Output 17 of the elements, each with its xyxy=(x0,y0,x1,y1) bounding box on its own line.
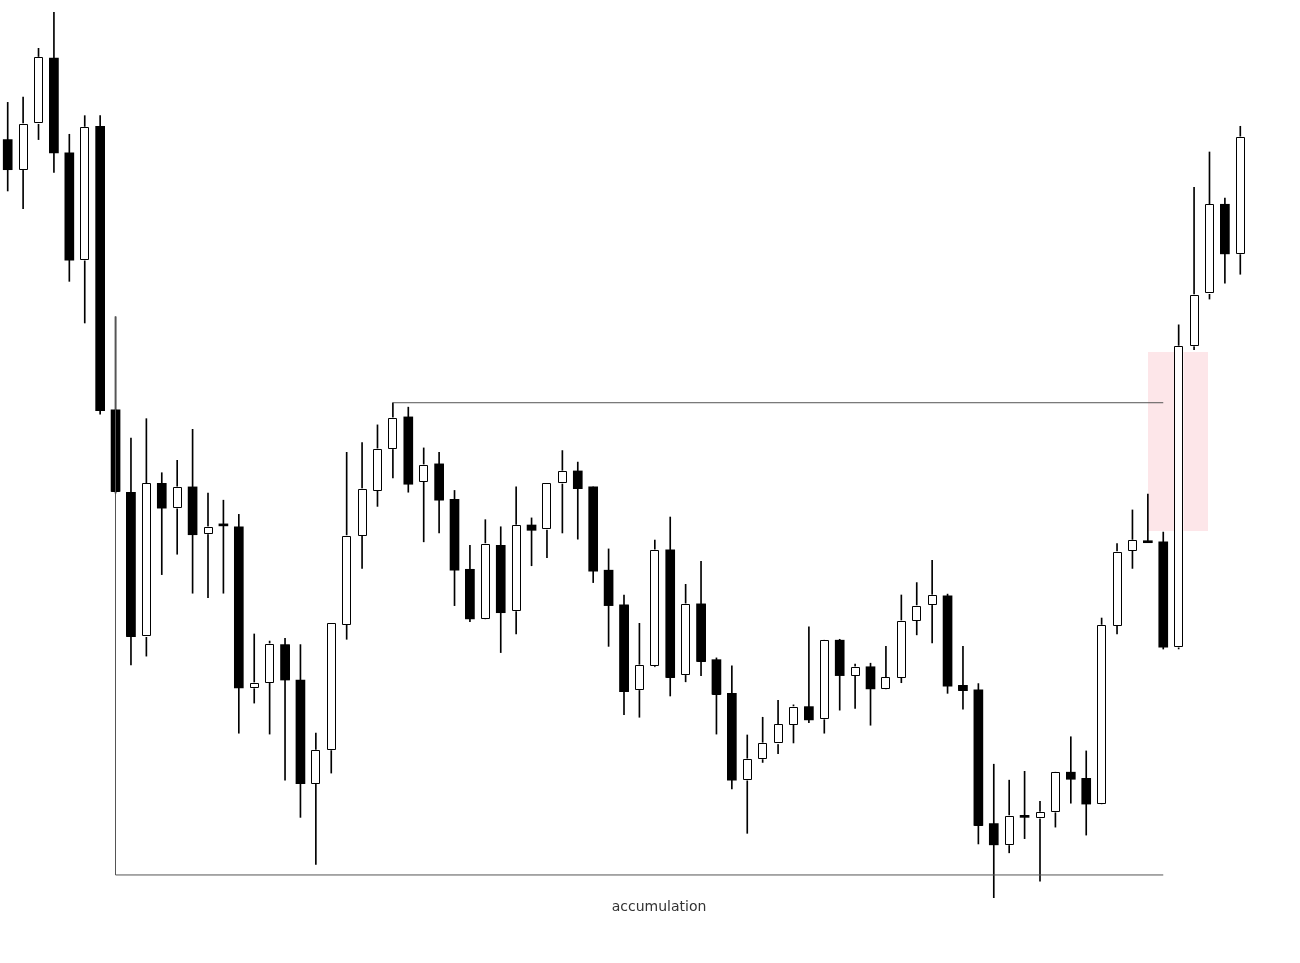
candlestick xyxy=(1143,493,1153,544)
candlestick xyxy=(249,633,260,704)
candlestick xyxy=(850,663,860,709)
candlestick xyxy=(927,560,937,644)
candlestick xyxy=(418,447,429,543)
candlestick xyxy=(742,734,753,834)
candlestick xyxy=(1065,736,1076,804)
candlestick xyxy=(988,763,999,898)
candlestick xyxy=(958,646,968,710)
candlestick xyxy=(804,626,814,723)
candlestick xyxy=(156,472,167,575)
candlestick xyxy=(1035,801,1045,882)
candlestick xyxy=(280,638,290,781)
annotation: accumulation xyxy=(611,897,707,914)
candlestick xyxy=(572,461,583,540)
candlestick xyxy=(203,492,213,598)
candlestick xyxy=(172,459,183,555)
